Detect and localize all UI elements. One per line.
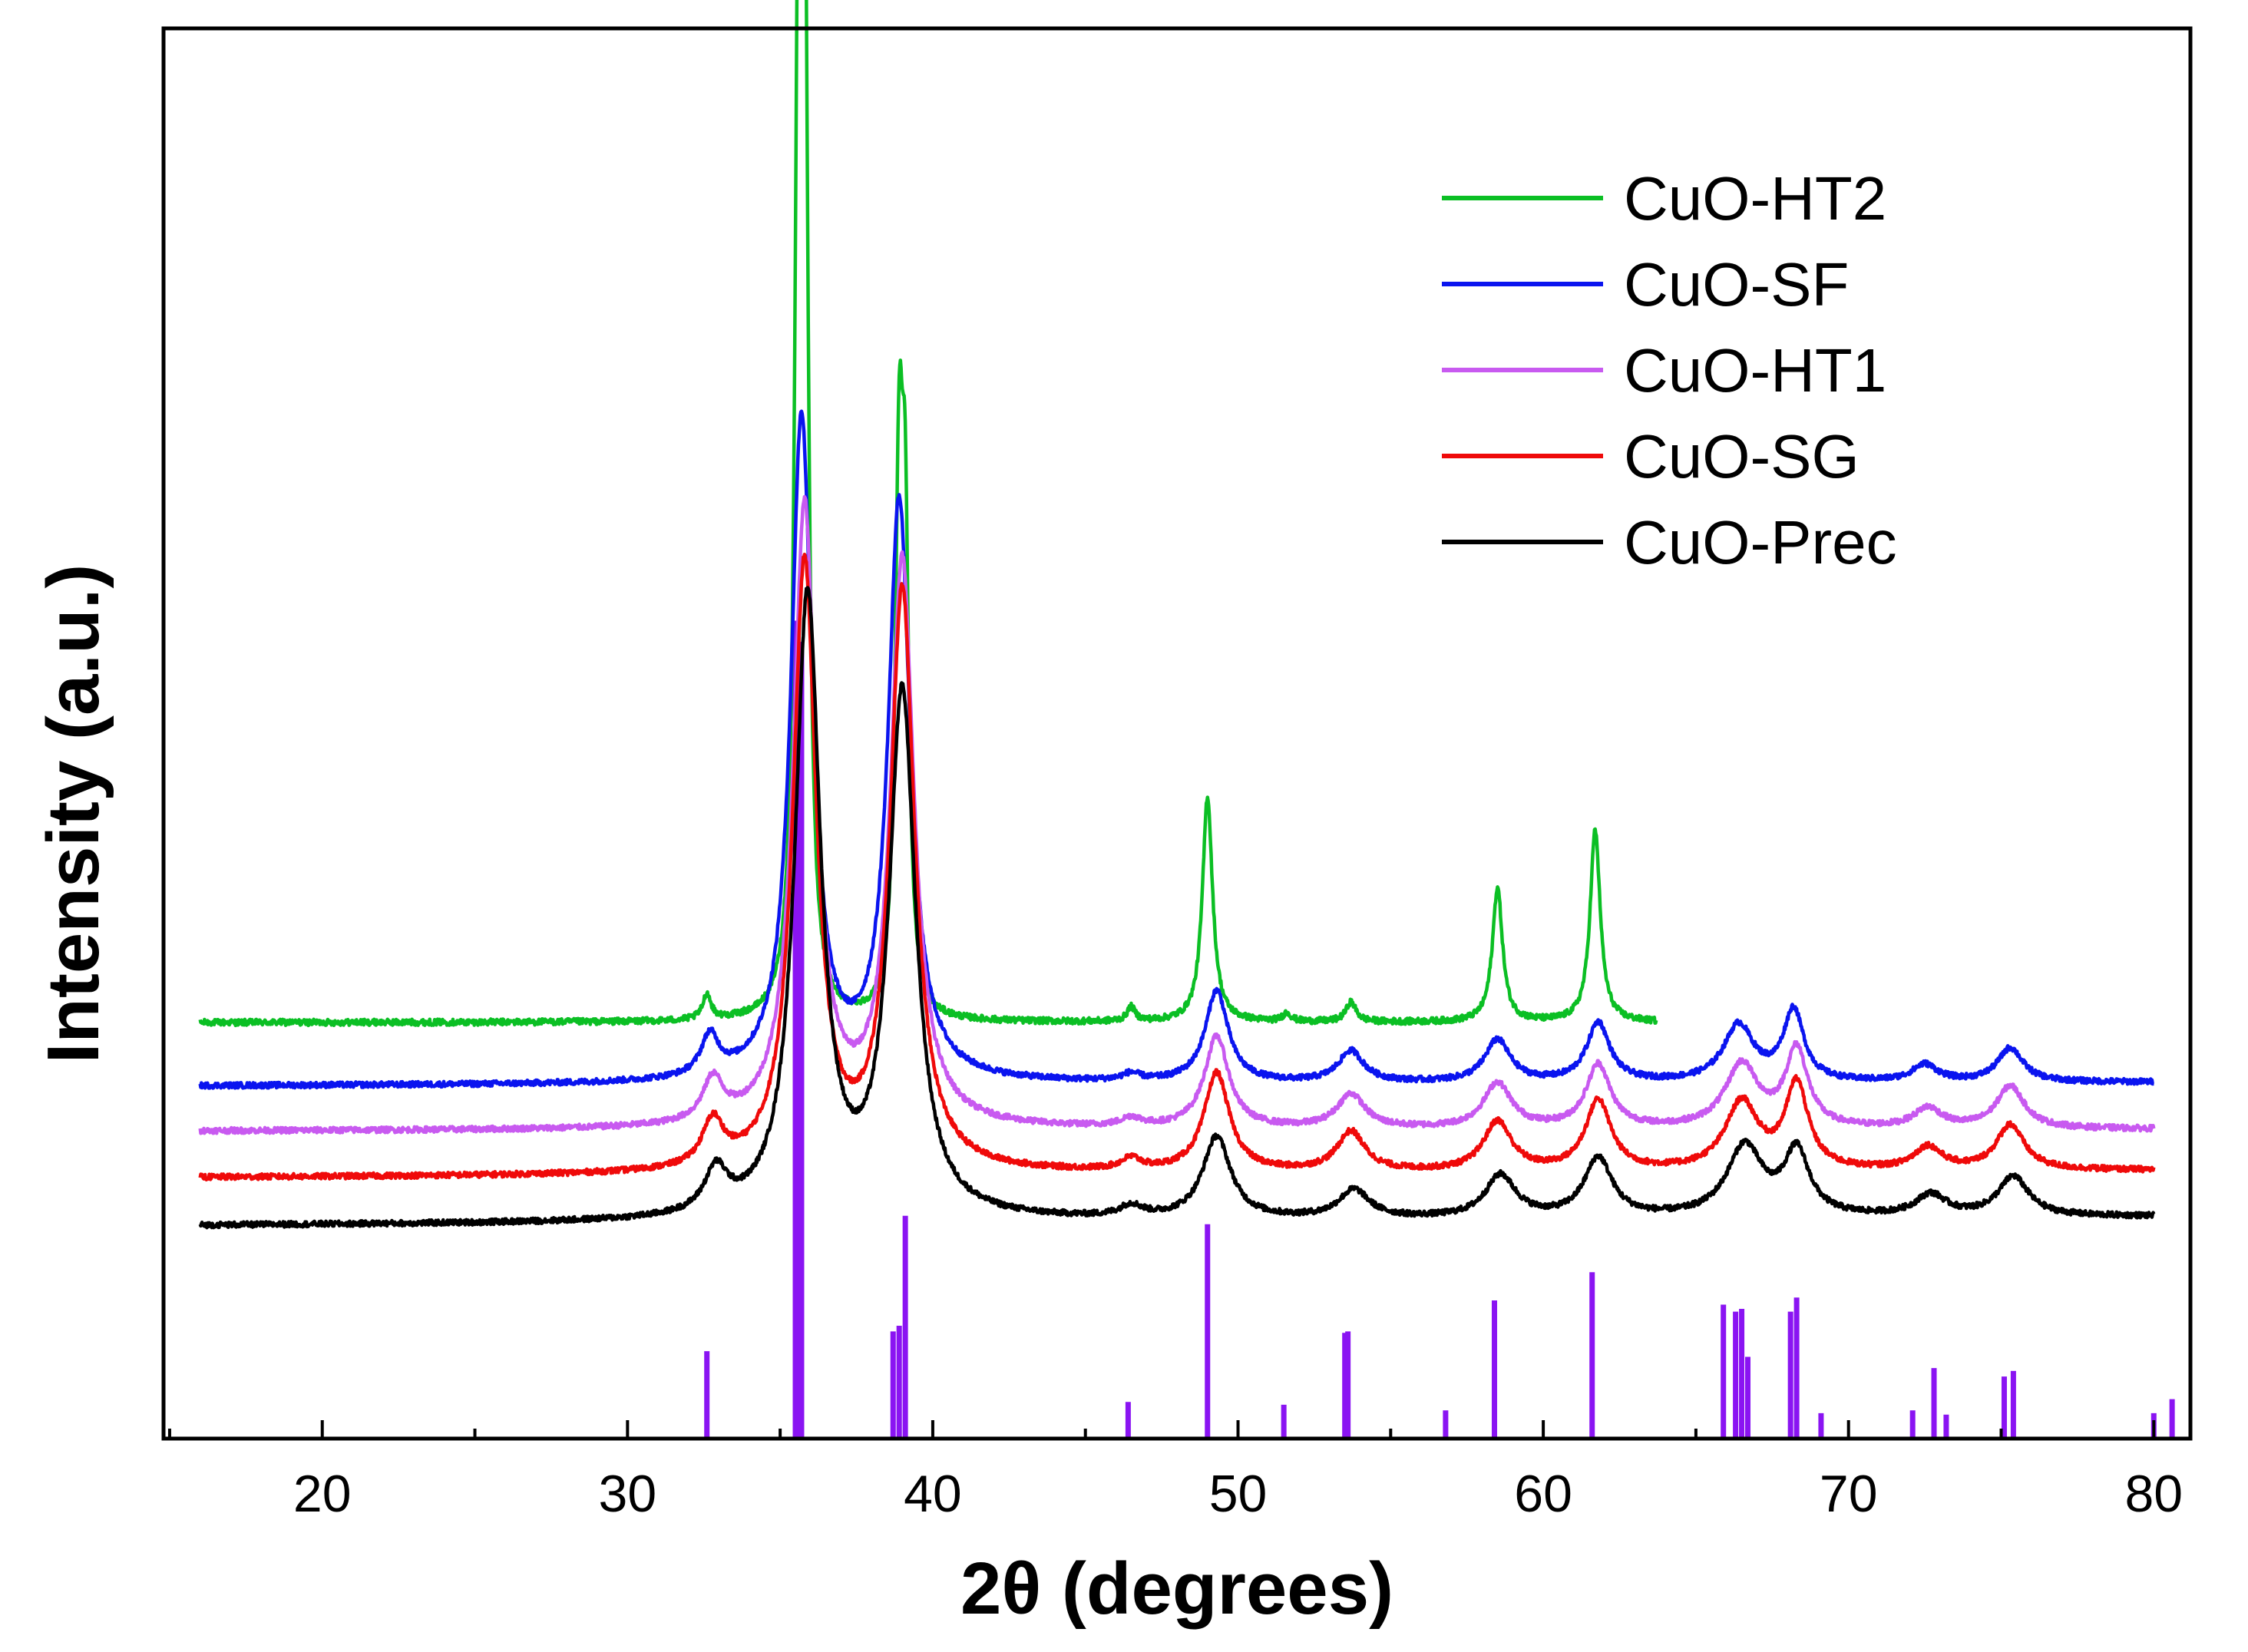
x-tick-label-20: 20: [293, 1465, 352, 1523]
x-axis-title: 2θ (degrees): [960, 1548, 1393, 1630]
y-axis-title: Intensity (a.u.): [32, 564, 114, 1064]
reference-pattern: [704, 620, 2175, 1439]
legend-label-cuo-prec: CuO-Prec: [1624, 508, 1897, 577]
series-line-cuo-sf: [198, 409, 2155, 1090]
series-line-cuo-prec: [198, 586, 2156, 1230]
legend-label-cuo-sf: CuO-SF: [1624, 250, 1849, 319]
x-tick-label-70: 70: [1820, 1465, 1878, 1523]
x-tick-label-50: 50: [1209, 1465, 1268, 1523]
x-tick-label-80: 80: [2124, 1465, 2183, 1523]
series-layer: [198, 0, 2156, 1230]
legend-label-cuo-sg: CuO-SG: [1624, 422, 1860, 491]
x-tick-label-30: 30: [599, 1465, 657, 1523]
x-axis-ticks: 20 30 40 50 60 70 80: [167, 1420, 2183, 1523]
x-tick-label-40: 40: [904, 1465, 962, 1523]
legend-label-cuo-ht1: CuO-HT1: [1624, 336, 1886, 405]
series-line-cuo-ht1: [198, 494, 2156, 1135]
x-tick-label-60: 60: [1514, 1465, 1572, 1523]
legend: CuO-HT2 CuO-SF CuO-HT1 CuO-SG CuO-Prec: [1442, 164, 1897, 577]
series-line-cuo-sg: [198, 552, 2156, 1182]
legend-label-cuo-ht2: CuO-HT2: [1624, 164, 1886, 233]
plot-frame: [161, 26, 2193, 1441]
